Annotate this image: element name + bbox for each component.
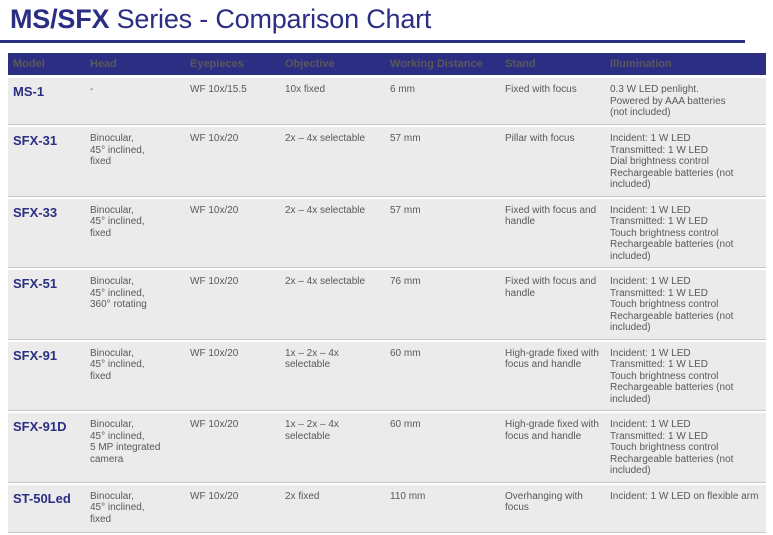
stand-cell: Overhanging with focus <box>505 490 583 514</box>
col-header-head: Head <box>90 58 117 70</box>
head-cell: Binocular, 45° inclined, fixed <box>90 133 145 167</box>
head-cell: Binocular, 45° inclined, fixed <box>90 347 145 382</box>
model-cell: SFX-91D <box>13 419 67 434</box>
col-header-stand: Stand <box>505 58 536 70</box>
model-cell: SFX-91 <box>13 347 58 363</box>
eyepieces-cell: WF 10x/20 <box>190 490 239 502</box>
col-header-eyepieces: Eyepieces <box>190 58 244 70</box>
working-distance-cell: 57 mm <box>390 133 421 144</box>
illumination-cell: Incident: 1 W LED Transmitted: 1 W LED T… <box>610 347 734 405</box>
working-distance-cell: 60 mm <box>390 419 421 430</box>
working-distance-cell: 6 mm <box>390 84 415 95</box>
objective-cell: 2x – 4x selectable <box>285 276 366 287</box>
objective-cell: 2x – 4x selectable <box>285 133 366 144</box>
col-header-model: Model <box>13 58 45 70</box>
working-distance-cell: 110 mm <box>390 490 426 502</box>
head-cell: Binocular, 45° inclined, fixed <box>90 490 145 525</box>
model-cell: SFX-51 <box>13 276 58 291</box>
page-title: MS/SFX Series - Comparison Chart <box>0 0 773 35</box>
working-distance-cell: 60 mm <box>390 347 421 359</box>
col-header-illumination: Illumination <box>610 58 672 70</box>
stand-cell: Fixed with focus and handle <box>505 276 597 299</box>
title-underline <box>0 40 745 43</box>
table-row-sfx-91: SFX-91 Binocular, 45° inclined, fixed WF… <box>8 341 766 411</box>
model-cell: ST-50Led <box>13 490 71 506</box>
model-cell: SFX-33 <box>13 204 58 220</box>
illumination-cell: Incident: 1 W LED Transmitted: 1 W LED D… <box>610 133 734 190</box>
eyepieces-cell: WF 10x/20 <box>190 276 239 287</box>
table-row-sfx-33: SFX-33 Binocular, 45° inclined, fixed WF… <box>8 198 766 268</box>
title-suffix: Series - Comparison Chart <box>109 4 432 34</box>
stand-cell: Fixed with focus and handle <box>505 204 597 228</box>
objective-cell: 1x – 2x – 4x selectable <box>285 347 339 371</box>
illumination-cell: Incident: 1 W LED on flexible arm <box>610 490 759 502</box>
head-cell: Binocular, 45° inclined, 5 MP integrated… <box>90 419 161 465</box>
col-header-working-distance: Working Distance <box>390 58 483 70</box>
working-distance-cell: 76 mm <box>390 276 421 287</box>
stand-cell: Fixed with focus <box>505 84 577 95</box>
model-cell: MS-1 <box>13 84 45 99</box>
table-row-sfx-51: SFX-51 Binocular, 45° inclined, 360° rot… <box>8 270 766 340</box>
comparison-table: Model Head Eyepieces Objective Working D… <box>8 53 766 535</box>
working-distance-cell: 57 mm <box>390 204 421 216</box>
stand-cell: High-grade fixed with focus and handle <box>505 419 599 442</box>
objective-cell: 1x – 2x – 4x selectable <box>285 419 339 442</box>
col-header-objective: Objective <box>285 58 335 70</box>
head-cell: Binocular, 45° inclined, 360° rotating <box>90 276 147 310</box>
table-row-sfx-91d: SFX-91D Binocular, 45° inclined, 5 MP in… <box>8 413 766 483</box>
objective-cell: 2x – 4x selectable <box>285 204 366 216</box>
head-cell: - <box>90 84 94 95</box>
objective-cell: 10x fixed <box>285 84 326 95</box>
table-header-row: Model Head Eyepieces Objective Working D… <box>8 53 766 75</box>
table-row-sfx-31: SFX-31 Binocular, 45° inclined, fixed WF… <box>8 127 766 197</box>
stand-cell: Pillar with focus <box>505 133 575 144</box>
illumination-cell: Incident: 1 W LED Transmitted: 1 W LED T… <box>610 276 734 333</box>
illumination-cell: 0.3 W LED penlight. Powered by AAA batte… <box>610 84 726 118</box>
head-cell: Binocular, 45° inclined, fixed <box>90 204 145 239</box>
objective-cell: 2x fixed <box>285 490 320 502</box>
illumination-cell: Incident: 1 W LED Transmitted: 1 W LED T… <box>610 204 734 262</box>
stand-cell: High-grade fixed with focus and handle <box>505 347 599 371</box>
table-row-ms-1: MS-1 - WF 10x/15.5 10x fixed 6 mm Fixed … <box>8 78 766 125</box>
eyepieces-cell: WF 10x/20 <box>190 347 239 359</box>
illumination-cell: Incident: 1 W LED Transmitted: 1 W LED T… <box>610 419 734 476</box>
eyepieces-cell: WF 10x/20 <box>190 204 239 216</box>
table-row-st-50led: ST-50Led Binocular, 45° inclined, fixed … <box>8 484 766 533</box>
title-series-name: MS/SFX <box>10 4 110 34</box>
eyepieces-cell: WF 10x/15.5 <box>190 84 247 95</box>
model-cell: SFX-31 <box>13 133 58 148</box>
eyepieces-cell: WF 10x/20 <box>190 419 239 430</box>
eyepieces-cell: WF 10x/20 <box>190 133 239 144</box>
